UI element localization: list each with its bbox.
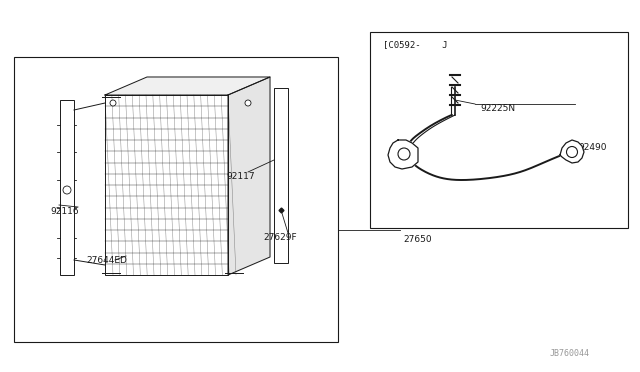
Polygon shape: [105, 77, 270, 95]
Bar: [274, 88, 288, 263]
Polygon shape: [228, 77, 270, 275]
Circle shape: [245, 100, 251, 106]
Bar: [14, 57, 338, 342]
Text: 92116: 92116: [50, 207, 79, 216]
Text: 92117: 92117: [226, 172, 255, 181]
Polygon shape: [105, 95, 228, 275]
Text: [C0592-    J: [C0592- J: [383, 40, 447, 49]
Circle shape: [566, 147, 577, 157]
Text: 27650: 27650: [403, 235, 431, 244]
Polygon shape: [560, 140, 584, 163]
Circle shape: [63, 186, 71, 194]
Bar: [370, 32, 628, 228]
Circle shape: [110, 100, 116, 106]
Text: 92225N: 92225N: [480, 104, 515, 113]
Circle shape: [398, 148, 410, 160]
Polygon shape: [388, 140, 418, 169]
Text: JB760044: JB760044: [550, 349, 590, 358]
Text: 27629F: 27629F: [263, 233, 296, 242]
Text: 92490: 92490: [578, 143, 607, 152]
Bar: [60, 100, 74, 275]
Text: 27644ED: 27644ED: [86, 256, 127, 265]
